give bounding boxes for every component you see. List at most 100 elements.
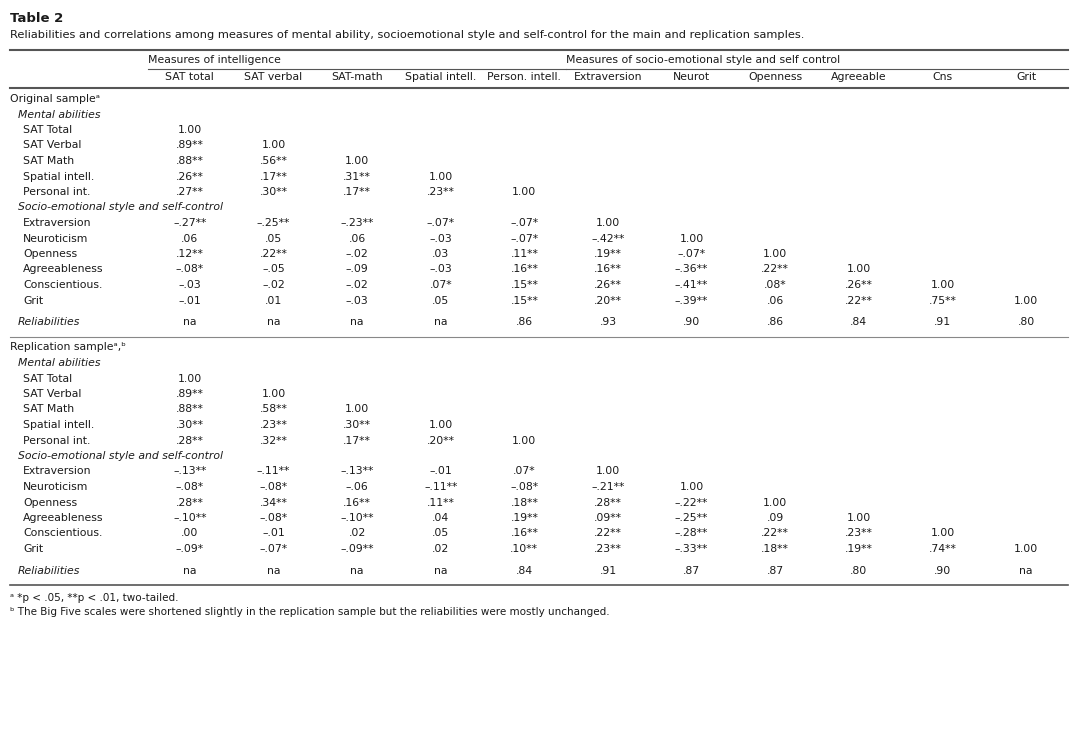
Text: .26**: .26** bbox=[845, 280, 873, 290]
Text: Agreeableness: Agreeableness bbox=[23, 513, 103, 523]
Text: .04: .04 bbox=[432, 513, 450, 523]
Text: .17**: .17** bbox=[260, 171, 288, 182]
Text: Reliabilities: Reliabilities bbox=[18, 565, 81, 575]
Text: .58**: .58** bbox=[260, 405, 288, 414]
Text: 1.00: 1.00 bbox=[261, 389, 286, 399]
Text: –.42**: –.42** bbox=[592, 233, 624, 244]
Text: SAT verbal: SAT verbal bbox=[245, 72, 303, 82]
Text: Extraversion: Extraversion bbox=[23, 466, 92, 477]
Text: Replication sampleᵃ,ᵇ: Replication sampleᵃ,ᵇ bbox=[10, 343, 126, 352]
Text: 1.00: 1.00 bbox=[847, 264, 871, 274]
Text: .10**: .10** bbox=[510, 544, 538, 554]
Text: .06: .06 bbox=[181, 233, 198, 244]
Text: Cns: Cns bbox=[932, 72, 953, 82]
Text: Mental abilities: Mental abilities bbox=[18, 358, 100, 368]
Text: na: na bbox=[434, 565, 447, 575]
Text: SAT Total: SAT Total bbox=[23, 125, 72, 135]
Text: Personal int.: Personal int. bbox=[23, 436, 91, 446]
Text: Grit: Grit bbox=[23, 544, 43, 554]
Text: .20**: .20** bbox=[427, 436, 455, 446]
Text: 1.00: 1.00 bbox=[261, 141, 286, 150]
Text: .32**: .32** bbox=[260, 436, 288, 446]
Text: –.03: –.03 bbox=[429, 264, 452, 274]
Text: 1.00: 1.00 bbox=[345, 156, 370, 166]
Text: 1.00: 1.00 bbox=[178, 373, 202, 384]
Text: .23**: .23** bbox=[260, 420, 288, 430]
Text: SAT Verbal: SAT Verbal bbox=[23, 389, 81, 399]
Text: .22**: .22** bbox=[845, 296, 873, 305]
Text: .20**: .20** bbox=[594, 296, 622, 305]
Text: –.36**: –.36** bbox=[675, 264, 708, 274]
Text: –.25**: –.25** bbox=[675, 513, 708, 523]
Text: 1.00: 1.00 bbox=[512, 187, 537, 197]
Text: .05: .05 bbox=[265, 233, 282, 244]
Text: .26**: .26** bbox=[176, 171, 204, 182]
Text: .88**: .88** bbox=[176, 405, 204, 414]
Text: .86: .86 bbox=[766, 317, 784, 327]
Text: .80: .80 bbox=[851, 565, 868, 575]
Text: Extraversion: Extraversion bbox=[573, 72, 642, 82]
Text: .87: .87 bbox=[766, 565, 784, 575]
Text: .91: .91 bbox=[599, 565, 617, 575]
Text: –.21**: –.21** bbox=[592, 482, 624, 492]
Text: –.13**: –.13** bbox=[341, 466, 374, 477]
Text: 1.00: 1.00 bbox=[679, 233, 704, 244]
Text: –.02: –.02 bbox=[262, 280, 285, 290]
Text: 1.00: 1.00 bbox=[1014, 544, 1038, 554]
Text: .09: .09 bbox=[766, 513, 784, 523]
Text: .30**: .30** bbox=[260, 187, 288, 197]
Text: –.06: –.06 bbox=[346, 482, 369, 492]
Text: .16**: .16** bbox=[510, 264, 538, 274]
Text: Spatial intell.: Spatial intell. bbox=[23, 171, 94, 182]
Text: 1.00: 1.00 bbox=[512, 436, 537, 446]
Text: 1.00: 1.00 bbox=[596, 466, 620, 477]
Text: .05: .05 bbox=[432, 296, 450, 305]
Text: .80: .80 bbox=[1018, 317, 1035, 327]
Text: 1.00: 1.00 bbox=[847, 513, 871, 523]
Text: SAT Math: SAT Math bbox=[23, 156, 74, 166]
Text: .28**: .28** bbox=[176, 436, 204, 446]
Text: Mental abilities: Mental abilities bbox=[18, 110, 100, 119]
Text: –.03: –.03 bbox=[346, 296, 369, 305]
Text: 1.00: 1.00 bbox=[429, 420, 453, 430]
Text: .19**: .19** bbox=[594, 249, 622, 259]
Text: 1.00: 1.00 bbox=[596, 218, 620, 228]
Text: –.09**: –.09** bbox=[341, 544, 374, 554]
Text: 1.00: 1.00 bbox=[345, 405, 370, 414]
Text: .56**: .56** bbox=[260, 156, 288, 166]
Text: .19**: .19** bbox=[845, 544, 873, 554]
Text: .17**: .17** bbox=[343, 187, 371, 197]
Text: .31**: .31** bbox=[343, 171, 371, 182]
Text: .16**: .16** bbox=[510, 528, 538, 539]
Text: na: na bbox=[350, 565, 364, 575]
Text: –.39**: –.39** bbox=[675, 296, 708, 305]
Text: .84: .84 bbox=[515, 565, 533, 575]
Text: .23**: .23** bbox=[845, 528, 873, 539]
Text: Neuroticism: Neuroticism bbox=[23, 233, 88, 244]
Text: 1.00: 1.00 bbox=[763, 498, 787, 507]
Text: .22**: .22** bbox=[594, 528, 622, 539]
Text: .02: .02 bbox=[348, 528, 365, 539]
Text: .22**: .22** bbox=[761, 528, 789, 539]
Text: .22**: .22** bbox=[260, 249, 288, 259]
Text: –.08*: –.08* bbox=[260, 482, 288, 492]
Text: Conscientious.: Conscientious. bbox=[23, 528, 102, 539]
Text: –.08*: –.08* bbox=[176, 482, 204, 492]
Text: –.02: –.02 bbox=[346, 280, 369, 290]
Text: .17**: .17** bbox=[343, 436, 371, 446]
Text: Openness: Openness bbox=[748, 72, 802, 82]
Text: .93: .93 bbox=[599, 317, 617, 327]
Text: .23**: .23** bbox=[594, 544, 622, 554]
Text: –.09*: –.09* bbox=[176, 544, 204, 554]
Text: Agreeableness: Agreeableness bbox=[23, 264, 103, 274]
Text: ᵃ *p < .05, **p < .01, two-tailed.: ᵃ *p < .05, **p < .01, two-tailed. bbox=[10, 593, 179, 603]
Text: Person. intell.: Person. intell. bbox=[487, 72, 562, 82]
Text: –.08*: –.08* bbox=[260, 513, 288, 523]
Text: Extraversion: Extraversion bbox=[23, 218, 92, 228]
Text: .86: .86 bbox=[515, 317, 533, 327]
Text: .02: .02 bbox=[432, 544, 450, 554]
Text: Grit: Grit bbox=[23, 296, 43, 305]
Text: Socio-emotional style and self-control: Socio-emotional style and self-control bbox=[18, 451, 223, 461]
Text: –.27**: –.27** bbox=[174, 218, 207, 228]
Text: –.01: –.01 bbox=[429, 466, 452, 477]
